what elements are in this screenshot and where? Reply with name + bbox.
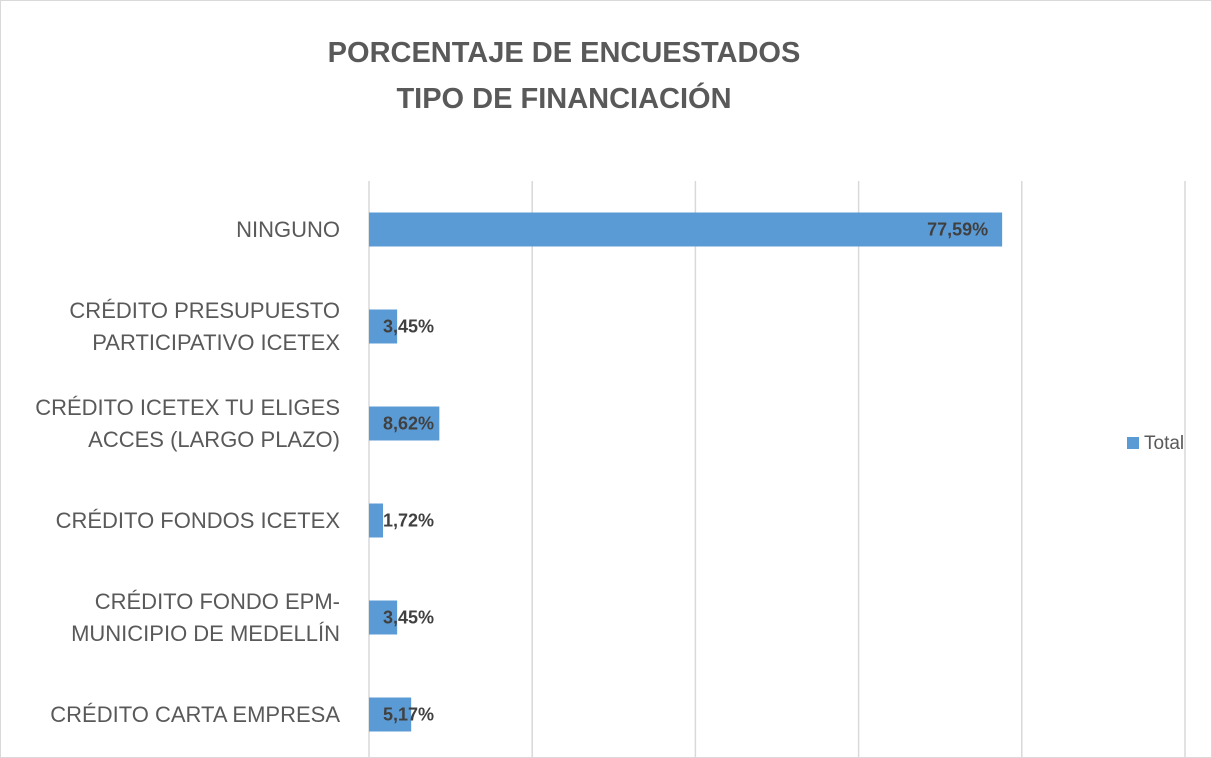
bar [369, 406, 440, 441]
bar [369, 309, 398, 344]
bar [369, 600, 398, 635]
data-label: 1,72% [383, 510, 434, 530]
data-label: 77,59% [927, 219, 988, 239]
data-label: 5,17% [383, 704, 434, 724]
legend-label: Total [1144, 433, 1184, 454]
y-tick-label: CRÉDITO PRESUPUESTO PARTICIPATIVO ICETEX [69, 297, 340, 355]
y-tick-label: CRÉDITO FONDOS ICETEX [55, 507, 340, 533]
y-tick-label: CRÉDITO CARTA EMPRESA [50, 701, 340, 727]
data-label: 8,62% [383, 413, 434, 433]
y-tick-label: CRÉDITO FONDO EPM- MUNICIPIO DE MEDELLÍN [71, 588, 340, 646]
bar [369, 697, 412, 732]
y-tick-label: CRÉDITO ICETEX TU ELIGES ACCES (LARGO PL… [35, 394, 340, 452]
data-label: 3,45% [383, 316, 434, 336]
legend-swatch [1127, 437, 1139, 449]
y-tick-label: NINGUNO [236, 216, 340, 242]
chart-title: PORCENTAJE DE ENCUESTADOS TIPO DE FINANC… [327, 37, 801, 115]
data-label: 3,45% [383, 607, 434, 627]
bar [369, 212, 1003, 247]
bar [369, 503, 384, 538]
